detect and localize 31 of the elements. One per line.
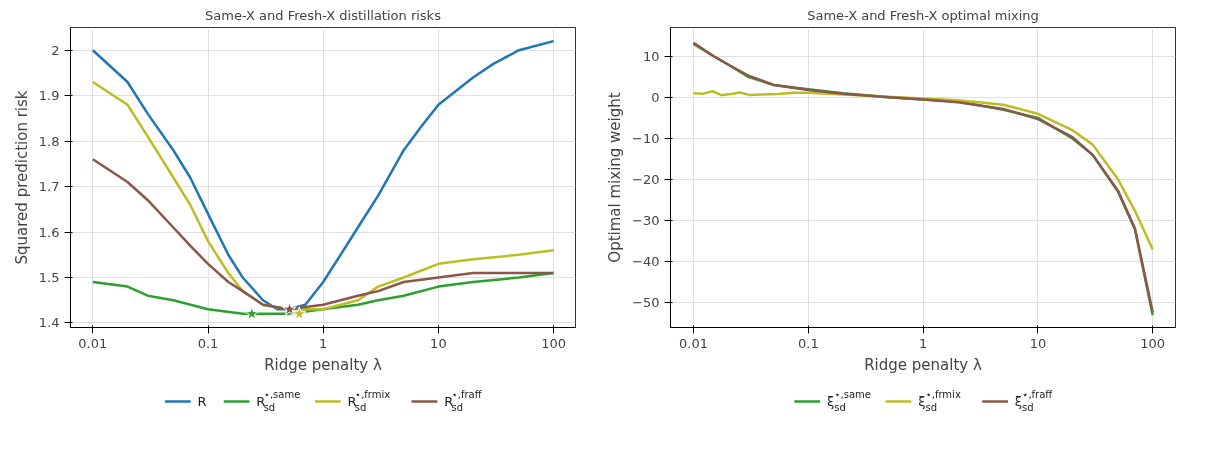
y-tick-label: 1.6 bbox=[38, 224, 60, 240]
x-tick-label: 10 bbox=[430, 335, 447, 351]
y-tick-label: 2 bbox=[51, 42, 60, 58]
y-axis-title: Squared prediction risk bbox=[12, 90, 31, 265]
y-tick-label: −20 bbox=[632, 172, 660, 188]
y-tick-label: 1.9 bbox=[38, 88, 60, 104]
y-tick-label: 0 bbox=[651, 89, 660, 105]
x-tick-label: 1 bbox=[918, 335, 928, 351]
y-tick-label: 1.7 bbox=[38, 179, 60, 195]
x-tick-label: 0.01 bbox=[679, 335, 709, 351]
y-tick-label: −10 bbox=[632, 130, 660, 146]
y-tick-label: 1.5 bbox=[38, 270, 60, 285]
x-tick-label: 10 bbox=[1029, 335, 1047, 351]
x-tick-label: 0.1 bbox=[797, 335, 819, 351]
x-tick-label: 1 bbox=[319, 335, 328, 351]
y-tick-label: −30 bbox=[632, 213, 660, 229]
y-tick-label: −40 bbox=[632, 254, 660, 270]
chart-title: Same-X and Fresh-X optimal mixing bbox=[807, 7, 1039, 23]
x-axis-title: Ridge penalty λ bbox=[264, 355, 382, 374]
x-tick-label: 100 bbox=[541, 335, 566, 351]
y-axis-title: Optimal mixing weight bbox=[606, 92, 625, 263]
y-tick-label: 1.8 bbox=[38, 133, 60, 149]
y-tick-label: 1.4 bbox=[38, 315, 60, 331]
y-tick-label: −50 bbox=[632, 295, 660, 311]
y-tick-label: 10 bbox=[642, 48, 660, 64]
x-tick-label: 100 bbox=[1140, 335, 1166, 351]
x-tick-label: 0.1 bbox=[197, 335, 219, 351]
x-tick-label: 0.01 bbox=[78, 335, 108, 351]
legend-label: R bbox=[197, 394, 207, 409]
x-axis-title: Ridge penalty λ bbox=[864, 355, 982, 374]
chart-title: Same-X and Fresh-X distillation risks bbox=[205, 7, 442, 23]
